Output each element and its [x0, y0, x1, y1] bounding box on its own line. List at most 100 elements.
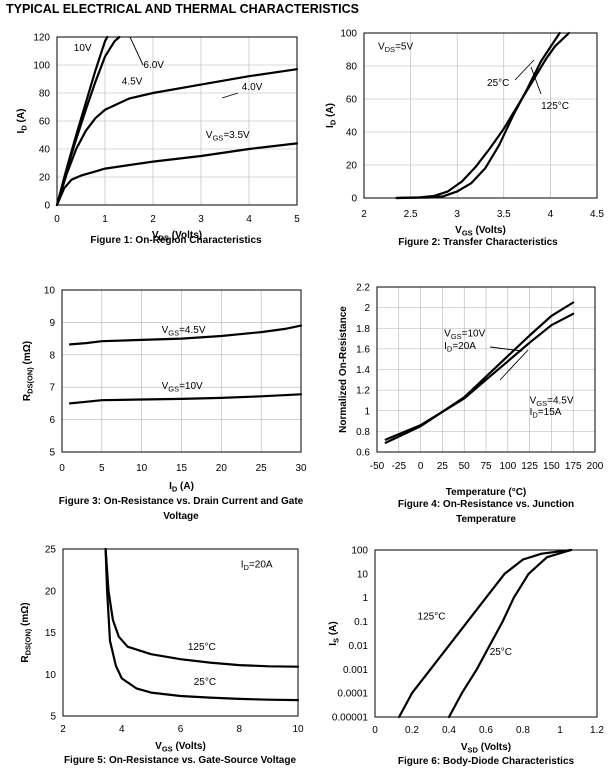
- figure-caption: Figure 4: On-Resistance vs. Junction: [398, 499, 574, 510]
- annotation-label: VDS​=5V: [378, 42, 413, 55]
- x-tick-label: 2: [60, 724, 66, 735]
- x-axis-label: VSD​ (Volts): [461, 742, 511, 755]
- y-axis-label: ID​ (A): [325, 103, 338, 128]
- x-tick-label: 0: [54, 214, 60, 225]
- fig2-chart: 2 2.5 3 3.5 4 4.5 0 20 40 60 80 100 VGS​ (Volts) ID​ …: [325, 29, 604, 249]
- y-tick-label: 1.6: [356, 344, 370, 355]
- y-tick-label: 6: [49, 415, 55, 426]
- figure-caption-line2: Temperature: [456, 514, 516, 525]
- series-line-3: VGS=3.5V: [55, 142, 299, 207]
- x-tick-label: 15: [176, 463, 188, 474]
- x-tick-label: 20: [216, 463, 228, 474]
- annotation-label: 25°C: [194, 677, 216, 688]
- fig5-chart: 2 4 6 8 10 5 10 15 20 25 VGS​ (Volts) RDS(ON)​ (mΩ)…: [20, 545, 304, 767]
- leader-line: [221, 92, 239, 99]
- series-line-0: VGS=10V ID=20A: [384, 301, 575, 441]
- y-tick-label: 1.4: [356, 365, 370, 376]
- y-tick-label: 40: [346, 128, 358, 139]
- y-tick-label: 100: [351, 546, 368, 557]
- x-axis-label: Temperature (°C): [446, 487, 527, 498]
- fig6-chart: 0 0.2 0.4 0.6 0.8 1 1.2 0.00001 0.0001 0.001 0.01 0…: [328, 546, 604, 768]
- series-line-0: 25°C: [395, 31, 561, 200]
- y-axis-label: RDS(ON)​ (mΩ): [20, 602, 33, 662]
- x-tick-label: 200: [587, 461, 604, 472]
- y-tick-label: 8: [49, 350, 55, 361]
- x-tick-label: 25: [256, 463, 268, 474]
- annotation-label: 25°C: [487, 78, 509, 89]
- y-tick-label: 0.1: [354, 617, 368, 628]
- x-tick-label: 10: [136, 463, 148, 474]
- page-header: TYPICAL ELECTRICAL AND THERMAL CHARACTER…: [6, 2, 359, 16]
- y-tick-label: 1: [362, 593, 368, 604]
- series-line-1: VGS=4.5V ID=15A: [384, 312, 575, 444]
- y-tick-label: 2: [364, 303, 370, 314]
- y-tick-label: 0: [351, 194, 357, 205]
- y-tick-label: 15: [45, 628, 57, 639]
- y-tick-label: 0.8: [356, 427, 370, 438]
- series-line-0: VGS=4.5V: [68, 324, 303, 346]
- x-tick-label: 4: [246, 214, 252, 225]
- figure-caption: Figure 2: Transfer Characteristics: [398, 237, 558, 248]
- y-axis-label: IS​ (A): [328, 621, 341, 645]
- x-tick-label: 4.5: [590, 209, 604, 220]
- x-tick-label: 10: [292, 724, 304, 735]
- annotation-label: 125°C: [188, 642, 216, 653]
- annotation-label: ID​=20A: [241, 559, 273, 572]
- y-tick-label: 9: [49, 318, 55, 329]
- x-tick-label: 25: [437, 461, 449, 472]
- x-tick-label: 0.2: [405, 725, 419, 736]
- figure-caption: Figure 1: On-Region Characteristics: [90, 235, 262, 246]
- leader-line: [499, 349, 529, 381]
- x-tick-label: 175: [565, 461, 582, 472]
- y-tick-label: 1: [364, 406, 370, 417]
- annotation-label: 6.0V: [143, 60, 164, 71]
- series-line-0: 125°C: [398, 548, 573, 719]
- x-tick-label: 0.8: [516, 725, 530, 736]
- annotation-label: VGS​=10V: [162, 381, 203, 394]
- x-tick-label: 6: [178, 724, 184, 735]
- x-tick-label: 1.2: [590, 725, 604, 736]
- x-tick-label: 5: [294, 214, 300, 225]
- y-tick-label: 1.2: [356, 386, 370, 397]
- y-tick-label: 2.2: [356, 283, 370, 294]
- leader-line: [129, 36, 144, 66]
- y-tick-label: 20: [346, 161, 358, 172]
- fig1-chart: 0 1 2 3 4 5 0 20 40 60 80 100 120 VDS​ (Volts) ID​ (A)…: [16, 33, 300, 247]
- x-tick-label: 150: [543, 461, 560, 472]
- series-line-1: 25°C: [104, 547, 300, 702]
- figure-caption: Figure 3: On-Resistance vs. Drain Curren…: [59, 496, 304, 507]
- x-tick-label: 75: [480, 461, 492, 472]
- y-tick-label: 0.001: [343, 665, 368, 676]
- y-tick-label: 80: [39, 89, 51, 100]
- x-tick-label: 30: [295, 463, 307, 474]
- figure-caption: Figure 5: On-Resistance vs. Gate-Source …: [64, 755, 297, 766]
- series-line-1: 125°C: [395, 31, 571, 200]
- annotation-label: 25°C: [490, 647, 512, 658]
- y-tick-label: 0.0001: [337, 689, 368, 700]
- y-tick-label: 1.8: [356, 324, 370, 335]
- y-tick-label: 20: [39, 173, 51, 184]
- x-tick-label: 2: [150, 214, 156, 225]
- y-axis-label: RDS(ON)​ (mΩ): [22, 341, 35, 401]
- y-tick-label: 10: [45, 670, 57, 681]
- y-tick-label: 0.01: [349, 641, 369, 652]
- x-tick-label: 125: [521, 461, 538, 472]
- x-tick-label: 0: [372, 725, 378, 736]
- x-tick-label: 0.4: [442, 725, 456, 736]
- x-axis-label: ID​ (A): [169, 481, 194, 494]
- y-tick-label: 100: [340, 29, 357, 40]
- y-tick-label: 120: [33, 33, 50, 44]
- y-tick-label: 5: [49, 448, 55, 459]
- y-tick-label: 0: [44, 201, 50, 212]
- x-axis-label: VDS​ (Volts): [152, 230, 202, 243]
- plot-frame: [363, 32, 598, 199]
- annotation-label: 4.5V: [122, 77, 143, 88]
- x-tick-label: 8: [236, 724, 242, 735]
- y-tick-label: 60: [346, 95, 358, 106]
- series-line-1: 6.0V: [55, 35, 121, 207]
- plot-frame: [62, 548, 299, 717]
- annotation-label: VGS​=10V: [444, 329, 485, 342]
- plot-frame: [376, 286, 596, 453]
- y-tick-label: 7: [49, 383, 55, 394]
- x-tick-label: 3.5: [497, 209, 511, 220]
